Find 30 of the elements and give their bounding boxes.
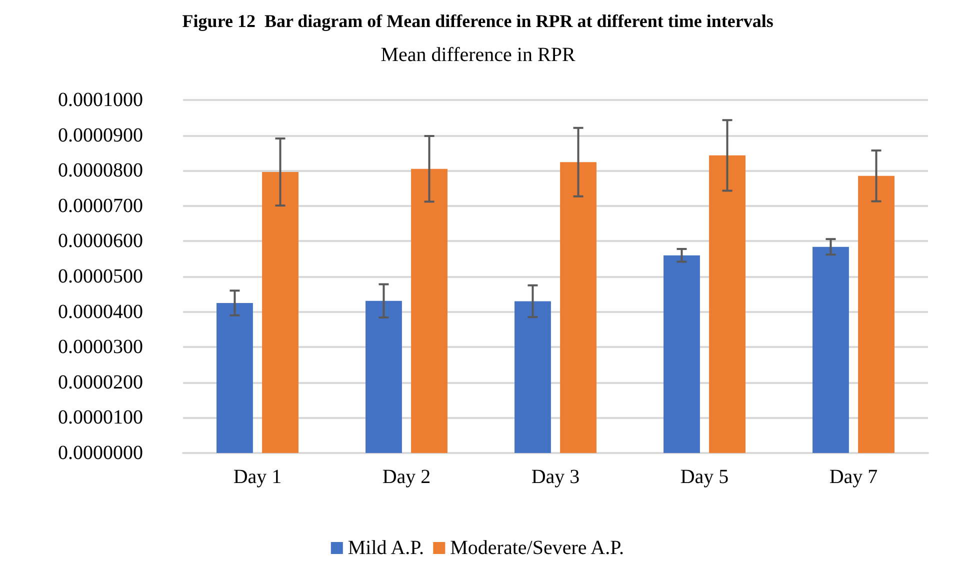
bar xyxy=(812,246,849,453)
x-tick-label: Day 3 xyxy=(531,466,580,488)
y-tick-label: 0.0001000 xyxy=(58,89,143,111)
y-tick-label: 0.0000100 xyxy=(58,406,143,429)
legend-label: Moderate/Severe A.P. xyxy=(450,537,624,559)
bar xyxy=(262,172,298,453)
x-tick-label: Day 1 xyxy=(233,466,282,488)
y-tick-label: 0.0000400 xyxy=(58,300,143,323)
x-tick-label: Day 7 xyxy=(829,466,878,488)
bar xyxy=(514,301,551,453)
caption: Figure 12 Bar diagram of Mean difference in RPR at different time intervals xyxy=(182,11,774,31)
bar xyxy=(858,176,894,453)
bar xyxy=(366,300,402,453)
bar xyxy=(664,255,700,453)
y-tick-label: 0.0000900 xyxy=(58,124,143,146)
bar xyxy=(216,302,253,453)
y-tick-label: 0.0000800 xyxy=(58,160,143,182)
bar xyxy=(411,168,448,453)
x-tick-label: Day 5 xyxy=(680,466,729,488)
y-tick-label: 0.0000300 xyxy=(58,336,143,358)
bar xyxy=(560,162,596,453)
y-tick-label: 0.0000200 xyxy=(58,371,143,394)
y-tick-label: 0.0000000 xyxy=(58,442,143,464)
y-tick-label: 0.0000500 xyxy=(58,266,143,288)
y-tick-label: 0.0000600 xyxy=(58,230,143,252)
legend-label: Mild A.P. xyxy=(348,537,424,559)
x-tick-label: Day 2 xyxy=(382,466,431,488)
chart-title: Mean difference in RPR xyxy=(380,44,576,66)
y-tick-label: 0.0000700 xyxy=(58,194,143,217)
bar xyxy=(709,155,746,453)
